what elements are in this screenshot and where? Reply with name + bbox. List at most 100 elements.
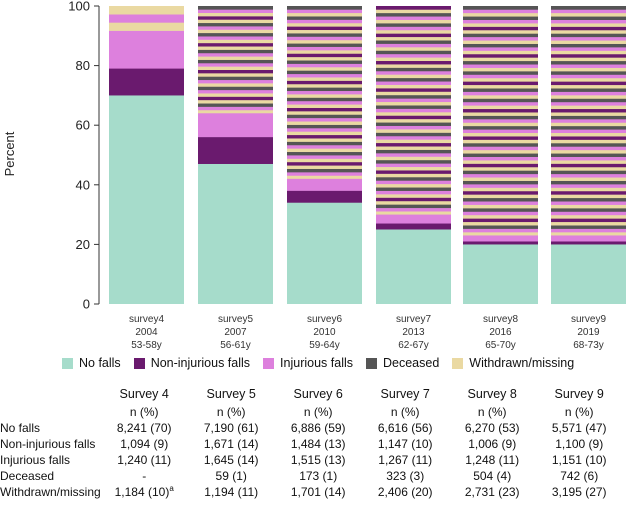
bar-segment-non-injurious-top xyxy=(463,241,538,245)
bar-segment-band xyxy=(287,144,362,149)
row-label: Deceased xyxy=(0,469,55,483)
bar-segment-band xyxy=(463,187,538,192)
bar-segment-band xyxy=(551,208,626,212)
bar-segment-injurious-top xyxy=(287,178,362,191)
bar-segment-band xyxy=(463,26,538,31)
bar-segment-band xyxy=(198,69,273,74)
bar-segment-band xyxy=(463,214,538,219)
legend-swatch xyxy=(452,357,464,369)
bar-segment-band xyxy=(463,57,538,62)
table-cell: 6,270 (53) xyxy=(464,421,520,435)
bar-segment-band xyxy=(551,77,626,82)
table-cell: - xyxy=(142,469,147,483)
bar-segment-band xyxy=(551,9,626,14)
column-header: Survey 9 xyxy=(554,387,604,401)
row-label: Injurious falls xyxy=(0,453,71,467)
x-tick-label: 2010 xyxy=(313,327,336,338)
table-cell: 8,241 (70) xyxy=(116,421,172,435)
bar-segment-band xyxy=(287,26,362,31)
bar-segment-band xyxy=(287,104,362,108)
bar-segment-band xyxy=(376,91,451,96)
bar-segment-band xyxy=(198,32,273,37)
bar-segment-band xyxy=(463,112,538,116)
bar-segment-band xyxy=(376,207,451,212)
bar-segment-band xyxy=(551,81,626,86)
y-tick-label: 40 xyxy=(76,177,90,192)
bar-segment-band xyxy=(551,115,626,120)
legend-label: Deceased xyxy=(383,356,440,370)
bar-segment-band xyxy=(551,71,626,75)
table-cell: 1,240 (11) xyxy=(117,453,172,467)
legend-swatch xyxy=(133,357,145,369)
bar-segment-band xyxy=(376,9,451,14)
bar-segment-band xyxy=(287,100,362,105)
bar-segment-band xyxy=(198,36,273,40)
bar-segment-band xyxy=(551,108,626,113)
bar-segment-band xyxy=(551,221,626,226)
bar-segment-band xyxy=(376,53,451,58)
bar-segment-band xyxy=(287,83,362,88)
column-header: Survey 8 xyxy=(467,387,517,401)
bar-segment-band xyxy=(376,112,451,116)
bar-segment-band xyxy=(551,53,626,58)
bar-segment-band xyxy=(376,88,451,92)
bar-segment-band xyxy=(551,218,626,223)
bar-segment-band xyxy=(463,122,538,127)
table-cell: 1,701 (14) xyxy=(290,485,346,499)
bar-segment-band xyxy=(463,53,538,58)
bar-segment-band xyxy=(376,153,451,157)
bar-segment-band xyxy=(376,122,451,126)
table-cell: 504 (4) xyxy=(473,469,512,483)
bar-segment-band xyxy=(198,66,273,70)
bar-segment-band xyxy=(463,146,538,151)
bar-segment-band xyxy=(463,50,538,55)
table-cell: 1,248 (11) xyxy=(465,453,520,467)
table-cell: 1,194 (11) xyxy=(204,485,259,499)
bar-segment-band xyxy=(551,232,626,236)
bar-segment-band xyxy=(463,108,538,113)
x-tick-label: 2016 xyxy=(489,327,512,338)
bar-segment-band xyxy=(551,166,626,171)
bar-segment-band xyxy=(463,6,538,10)
bar-segment-band xyxy=(287,172,362,176)
bar-segment-band xyxy=(463,232,538,236)
table-cell: 173 (1) xyxy=(299,469,338,483)
bar-segment-band xyxy=(463,129,538,134)
bar-segment-non-injurious-top xyxy=(198,137,273,164)
bar-segment-band xyxy=(198,86,273,91)
bar-segment-band xyxy=(376,81,451,85)
bar-segment-band xyxy=(376,139,451,144)
bar-segment-injurious-top xyxy=(463,235,538,242)
bar-segment-band xyxy=(551,33,626,38)
bar-segment-band xyxy=(551,136,626,140)
bar-segment-band xyxy=(198,76,273,81)
bar-segment-band xyxy=(463,115,538,120)
bar-segment-band xyxy=(287,107,362,112)
x-tick-label: 62-67y xyxy=(398,340,429,350)
footnote-mark: a xyxy=(169,484,174,493)
table-cell: 7,190 (61) xyxy=(203,421,259,435)
bar-segment-band xyxy=(551,142,626,147)
x-tick-label: 56-61y xyxy=(220,340,251,350)
bar-segment-band xyxy=(287,80,362,85)
bar-segment-band xyxy=(463,201,538,205)
y-axis-label: Percent xyxy=(2,131,17,176)
bar-segment-band xyxy=(376,43,451,48)
bar-segment-band xyxy=(376,159,451,164)
bar-segment-band xyxy=(287,50,362,54)
bar-segment-band xyxy=(551,60,626,65)
bar-segment-band xyxy=(463,125,538,130)
bar-segment-band xyxy=(463,40,538,44)
bar-segment-band xyxy=(198,99,273,104)
unit-label: n (%) xyxy=(129,405,159,419)
bar-segment-band xyxy=(287,94,362,98)
bar-segment-band xyxy=(287,111,362,115)
y-tick-label: 60 xyxy=(76,118,90,133)
x-tick-label: 2007 xyxy=(224,327,247,338)
bar-segment-band xyxy=(376,70,451,75)
legend: No falls Non-injurious falls Injurious f… xyxy=(62,356,587,370)
bar-segment-band xyxy=(463,139,538,144)
bar-segment-band xyxy=(551,184,626,188)
bar-segment-band xyxy=(287,114,362,119)
bar-segment-band xyxy=(463,9,538,14)
